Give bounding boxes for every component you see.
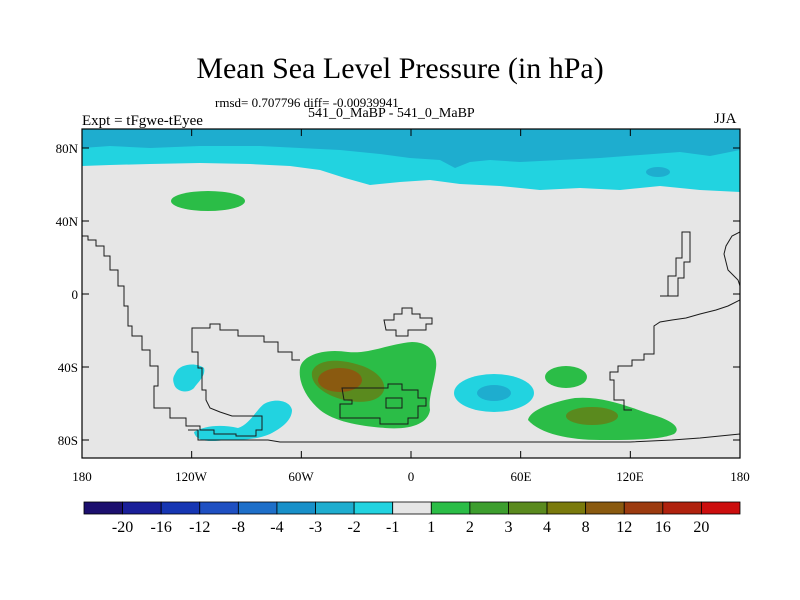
lat-tick-40s: 40S [57, 360, 78, 375]
coast-americas [82, 235, 300, 437]
arctic-low-spot [646, 167, 670, 177]
colorbar-label: 1 [427, 519, 436, 536]
lon-tick-180w: 180 [72, 469, 92, 484]
colorbar-box [508, 501, 548, 515]
colorbar-box [392, 501, 432, 515]
coast-africa [383, 307, 433, 337]
colorbar-label: 16 [654, 519, 671, 536]
colorbar-box [623, 501, 664, 515]
indian-high-small [545, 366, 587, 388]
colorbar-label: -12 [189, 519, 211, 536]
lon-tick-120w: 120W [175, 469, 207, 484]
indian-high-core [566, 407, 618, 425]
south-atlantic-high-core [318, 368, 362, 392]
lon-tick-60w: 60W [288, 469, 314, 484]
colorbar-box [237, 501, 278, 515]
colorbar-label: 12 [616, 519, 633, 536]
axis-ticks [81, 129, 741, 458]
arctic-low-core [82, 129, 740, 168]
lat-tick-40n: 40N [55, 214, 78, 229]
indian-low-core [477, 385, 511, 401]
map-title: Mean Sea Level Pressure (in hPa) [196, 52, 604, 85]
colorbar-label: -3 [308, 519, 323, 536]
colorbar-box [315, 501, 355, 515]
pacific-low-band [194, 400, 292, 442]
colorbar-box [585, 501, 625, 515]
colorbar-label: -2 [347, 519, 361, 536]
lon-tick-60e: 60E [510, 469, 532, 484]
colorbar-label: -4 [270, 519, 284, 536]
pacific-low-small [173, 364, 205, 392]
colorbar-box [546, 501, 587, 515]
colorbar-box [122, 501, 162, 515]
continent-outlines [82, 231, 740, 443]
colorbar-box [430, 501, 471, 515]
coast-south-atlantic-block [339, 383, 427, 425]
colorbar-box [469, 501, 509, 515]
season-label: JJA [714, 111, 737, 127]
colorbar-box [701, 501, 741, 515]
subtitle: 541_0_MaBP - 541_0_MaBP [308, 106, 475, 121]
colorbar-label: 20 [693, 519, 710, 536]
colorbar-box [199, 501, 239, 515]
colorbar-box [276, 501, 316, 515]
colorbar-label: 8 [581, 519, 590, 536]
colorbar-label: 3 [504, 519, 513, 536]
lat-tick-80s: 80S [57, 433, 78, 448]
north-high-blob [171, 191, 245, 211]
stats-line: rmsd= 0.707796 diff= -0.00939941 [215, 95, 399, 110]
colorbar-label: -1 [386, 519, 400, 536]
colorbar-label: -8 [231, 519, 245, 536]
lon-tick-180e: 180 [730, 469, 750, 484]
lat-tick-0: 0 [71, 287, 79, 302]
colorbar-box [662, 501, 702, 515]
lon-tick-0: 0 [407, 469, 415, 484]
colorbar-label: 2 [465, 519, 474, 536]
colorbar-box [83, 501, 123, 515]
colorbar [83, 501, 741, 515]
colorbar-box [160, 501, 201, 515]
experiment-label: Expt = tFgwe-tEyee [82, 113, 203, 129]
colorbar-box [353, 501, 394, 515]
colorbar-label: 4 [543, 519, 552, 536]
coast-eurasia [609, 231, 740, 411]
lat-tick-80n: 80N [55, 141, 78, 156]
coast-antarctic-margin [188, 429, 740, 443]
colorbar-label: -16 [150, 519, 172, 536]
lon-tick-120e: 120E [616, 469, 644, 484]
colorbar-label: -20 [111, 519, 134, 536]
